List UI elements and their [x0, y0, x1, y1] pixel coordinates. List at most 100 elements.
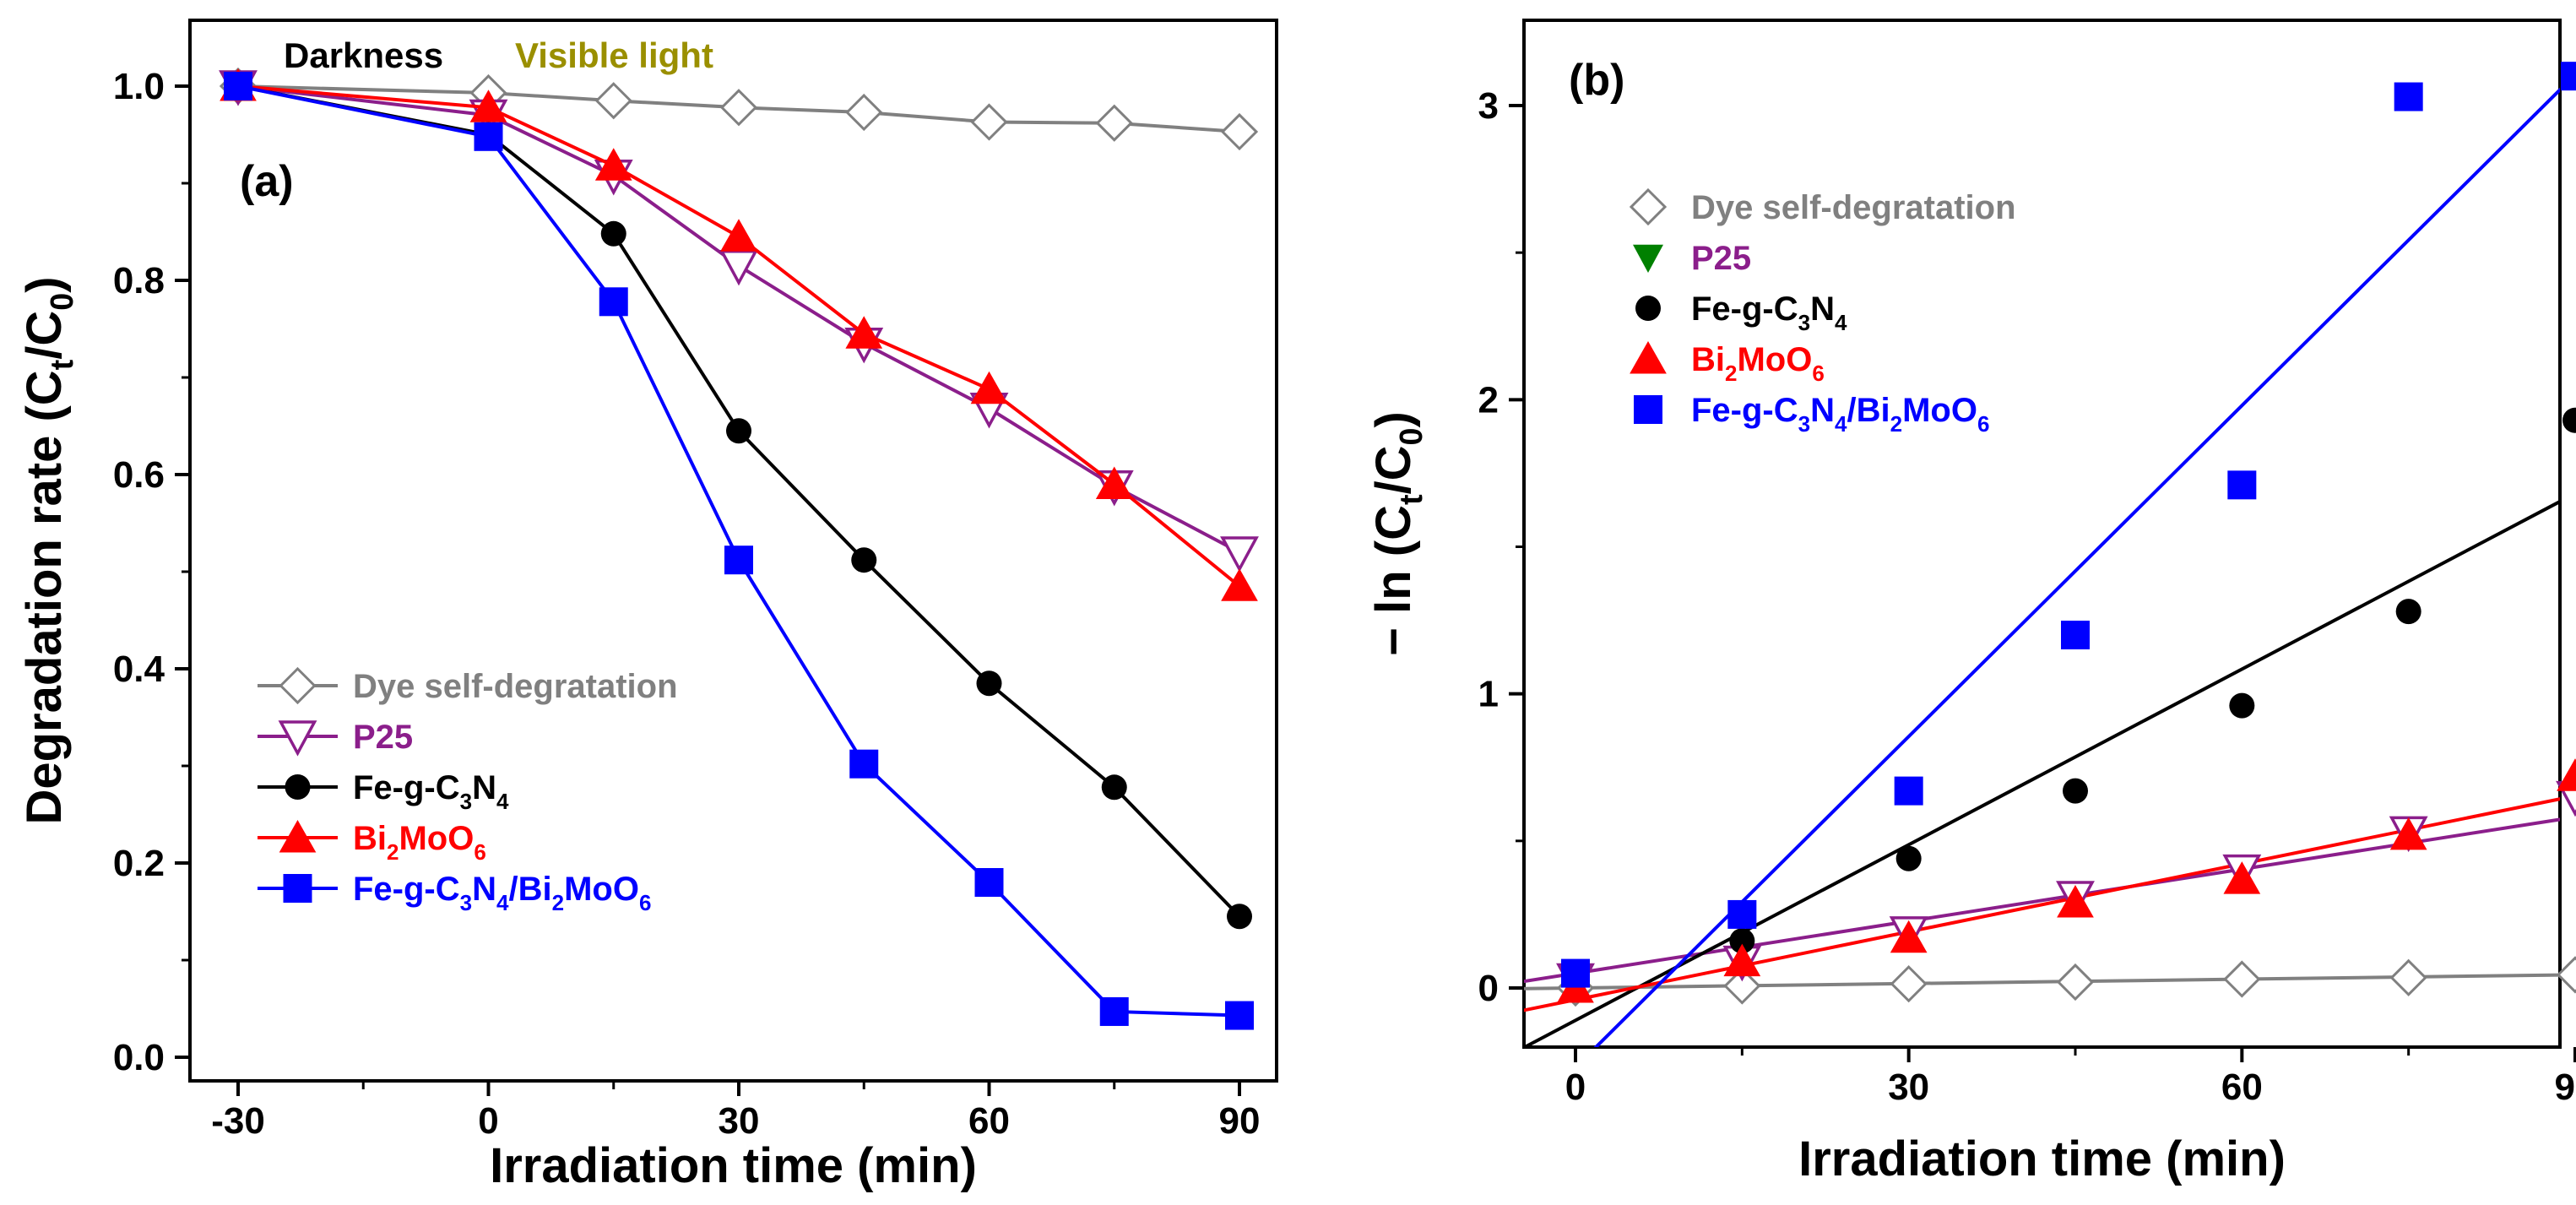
- panel-a-data-point-p25: [719, 250, 758, 286]
- panel-a-data-point-fe-g-c3n4-bi2moo6: [974, 868, 1004, 897]
- panel-b-x-tick-label: 30: [1888, 1067, 1929, 1108]
- panel-a-data-point-bi2moo6: [469, 90, 507, 122]
- panel-a-data-point-fe-g-c3n4-bi2moo6: [724, 546, 753, 575]
- panel-a-y-tick-label: 1.0: [113, 66, 165, 107]
- panel-a-data-point-fe-g-c3n4-bi2moo6: [599, 287, 628, 317]
- panel-b-data-point-dye-self-degratation: [1890, 965, 1928, 1003]
- panel-a-series-line-fe-g-c3n4-bi2moo6: [237, 84, 1240, 1018]
- panel-a-y-tick-label: 0.0: [113, 1037, 165, 1078]
- panel-a-series-line-dye-self-degratation: [237, 84, 1240, 134]
- panel-a-x-tick-label: 0: [478, 1100, 498, 1142]
- panel-a-data-point-bi2moo6: [720, 219, 757, 252]
- panel-a-x-tick-label: 30: [719, 1100, 760, 1142]
- panel-b-data-point-fe-g-c3n4: [2562, 407, 2576, 433]
- panel-a-x-axis-title: Irradiation time (min): [490, 1138, 977, 1193]
- panel-a-data-point-fe-g-c3n4-bi2moo6: [849, 749, 879, 779]
- panel-a-data-point-p25: [1220, 536, 1259, 573]
- panel-b-x-tick-label: 60: [2221, 1067, 2263, 1108]
- panel-b-data-point-fe-g-c3n4-bi2moo6: [2394, 82, 2423, 111]
- panel-a-y-tick-label: 0.4: [113, 649, 165, 690]
- panel-a-data-point-bi2moo6: [594, 148, 632, 181]
- panel-b-legend-marker-fe-g-c3n4-bi2moo6: [1634, 395, 1662, 424]
- panel-b-data-point-fe-g-c3n4-bi2moo6: [2561, 62, 2576, 91]
- panel-b-data-point-fe-g-c3n4-bi2moo6: [1561, 958, 1590, 988]
- panel-a-data-point-bi2moo6: [845, 316, 883, 349]
- panel-b-data-point-fe-g-c3n4-bi2moo6: [2227, 470, 2257, 500]
- panel-b-legend-marker-p25: [1633, 244, 1663, 273]
- panel-b-legend-marker-bi2moo6: [1630, 340, 1667, 374]
- panel-a-legend-label-dye-self-degratation: Dye self-degratation: [353, 668, 678, 705]
- panel-b-legend-label-fe-g-c3n4: Fe-g-C3N4: [1691, 290, 1847, 335]
- panel-b-data-point-bi2moo6: [2389, 817, 2427, 850]
- panel-a-label: (a): [240, 157, 294, 206]
- panel-a-data-point-fe-g-c3n4: [1101, 774, 1127, 801]
- panel-b-legend-label-bi2moo6: Bi2MoO6: [1691, 341, 1825, 386]
- panel-a-y-tick-label: 0.8: [113, 260, 165, 301]
- panel-a-legend-marker-fe-g-c3n4: [285, 774, 311, 800]
- panel-b-data-point-dye-self-degratation: [2223, 960, 2261, 998]
- panel-a-x-tick-label: 60: [968, 1100, 1010, 1142]
- panel-b-data-point-fe-g-c3n4: [1729, 928, 1755, 954]
- panel-b-data-point-dye-self-degratation: [2556, 956, 2576, 994]
- panel-b-legend-marker-fe-g-c3n4: [1635, 296, 1661, 321]
- panel-b-plot-frame: [1522, 19, 2562, 1049]
- panel-a-legend-marker-dye-self-degratation: [279, 666, 317, 705]
- panel-a-y-axis-title: Degradation rate (Ct/C0): [17, 276, 79, 824]
- panel-b-data-point-bi2moo6: [2223, 861, 2261, 894]
- panel-a-data-point-fe-g-c3n4-bi2moo6: [224, 72, 252, 100]
- panel-a-data-point-dye-self-degratation: [970, 103, 1008, 141]
- panel-a-series-line-fe-g-c3n4: [237, 84, 1241, 918]
- panel-a-data-point-bi2moo6: [1095, 466, 1133, 499]
- panel-a-data-point-fe-g-c3n4: [976, 670, 1002, 697]
- panel-b-data-point-bi2moo6: [1723, 943, 1761, 977]
- panel-a-data-point-fe-g-c3n4-bi2moo6: [1099, 996, 1129, 1026]
- panel-a-x-tick-label: 90: [1219, 1100, 1261, 1142]
- panel-a-data-point-dye-self-degratation: [1220, 112, 1259, 151]
- panel-b-x-axis-title: Irradiation time (min): [1798, 1132, 2286, 1186]
- panel-b-fit-line-fe-g-c3n4-bi2moo6: [1593, 87, 2560, 1047]
- panel-a-data-point-fe-g-c3n4-bi2moo6: [1225, 1001, 1254, 1030]
- panel-b-legend-label-dye-self-degratation: Dye self-degratation: [1691, 189, 2016, 226]
- darkness-region-label: Darkness: [284, 35, 443, 75]
- panel-b-kinetics-chart: 0 30 60 90 0 1 2 3 (b) Dye self-degratation P25 Fe-…: [1366, 19, 2576, 1186]
- panel-b-data-point-bi2moo6: [2057, 884, 2094, 918]
- panel-b-data-point-dye-self-degratation: [2056, 963, 2095, 1001]
- panel-b-data-point-fe-g-c3n4: [2229, 692, 2255, 719]
- panel-a-data-point-fe-g-c3n4-bi2moo6: [474, 122, 503, 151]
- panel-a-legend-label-bi2moo6: Bi2MoO6: [353, 820, 486, 865]
- panel-a-legend-marker-fe-g-c3n4-bi2moo6: [283, 874, 312, 903]
- panel-b-data-point-dye-self-degratation: [1723, 967, 1761, 1005]
- panel-b-legend-marker-dye-self-degratation: [1629, 187, 1668, 226]
- panel-a-data-point-fe-g-c3n4: [851, 547, 877, 573]
- panel-b-data-point-fe-g-c3n4-bi2moo6: [1727, 899, 1757, 929]
- panel-b-data-point-fe-g-c3n4-bi2moo6: [2061, 621, 2090, 649]
- panel-a-data-point-dye-self-degratation: [845, 93, 883, 132]
- visible-light-region-label: Visible light: [515, 35, 713, 75]
- panel-b-legend-label-fe-g-c3n4-bi2moo6: Fe-g-C3N4/Bi2MoO6: [1691, 392, 1989, 437]
- panel-b-data-point-fe-g-c3n4-bi2moo6: [1894, 776, 1923, 806]
- panel-a-data-point-fe-g-c3n4: [726, 418, 751, 444]
- panel-a-legend-marker-p25: [278, 720, 317, 757]
- panel-b-y-tick-label: 0: [1478, 968, 1499, 1009]
- panel-b-y-axis-title: − ln (Ct/C0): [1366, 411, 1429, 656]
- panel-a-series-line-p25: [237, 84, 1240, 554]
- panel-a-data-point-fe-g-c3n4: [600, 220, 626, 247]
- panel-b-data-point-bi2moo6: [2557, 758, 2576, 791]
- panel-a-series-line-bi2moo6: [237, 84, 1241, 588]
- panel-b-y-tick-label: 2: [1478, 379, 1499, 421]
- panel-b-label: (b): [1569, 56, 1624, 105]
- panel-a-data-point-fe-g-c3n4: [1227, 904, 1252, 930]
- panel-b-x-tick-label: 90: [2555, 1067, 2576, 1108]
- panel-b-data-point-bi2moo6: [1890, 920, 1928, 953]
- panel-a-data-point-bi2moo6: [970, 371, 1008, 404]
- panel-a-legend-label-fe-g-c3n4-bi2moo6: Fe-g-C3N4/Bi2MoO6: [353, 871, 651, 915]
- panel-a-x-tick-label: -30: [211, 1100, 265, 1142]
- panel-a-data-point-dye-self-degratation: [594, 82, 632, 120]
- panel-a-data-point-dye-self-degratation: [1095, 104, 1133, 142]
- panel-a-legend-label-p25: P25: [353, 719, 413, 756]
- panel-b-y-tick-label: 1: [1478, 674, 1499, 715]
- panel-b-data-point-fe-g-c3n4: [2063, 778, 2088, 804]
- panel-a-y-tick-label: 0.6: [113, 454, 165, 496]
- panel-b-data-point-fe-g-c3n4: [1895, 845, 1922, 871]
